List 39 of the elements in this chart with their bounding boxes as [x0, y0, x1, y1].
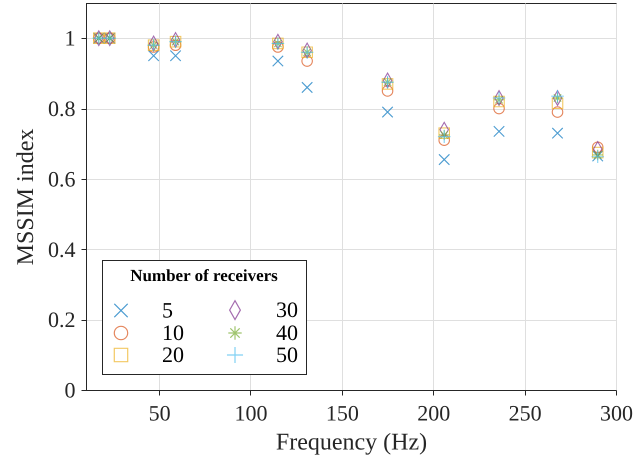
- x-tick-label: 300: [600, 400, 633, 426]
- y-tick-label: 0.2: [48, 307, 76, 332]
- y-tick-label: 0.6: [48, 166, 76, 192]
- y-tick-label: 0.8: [48, 96, 76, 122]
- point: [550, 89, 564, 104]
- point: [552, 106, 564, 118]
- legend-label: 20: [162, 342, 184, 367]
- x-tick-label: 50: [148, 400, 171, 426]
- point: [592, 141, 604, 154]
- x-axis-title: Frequency (Hz): [276, 430, 428, 456]
- x-tick-label: 100: [234, 400, 268, 426]
- point: [493, 102, 505, 114]
- point: [382, 85, 394, 97]
- x-tick-label: 150: [326, 400, 359, 426]
- x-tick-label: 200: [417, 400, 450, 426]
- point: [272, 41, 284, 53]
- legend-label: 40: [276, 320, 298, 345]
- y-tick-label: 1: [64, 26, 76, 51]
- legend-label: 5: [162, 298, 173, 322]
- point: [438, 134, 450, 146]
- point: [438, 154, 450, 166]
- legend-label: 30: [276, 297, 298, 322]
- point: [493, 126, 505, 138]
- point: [170, 50, 182, 62]
- y-axis-title: MSSIM index: [13, 128, 39, 266]
- legend-label: 10: [162, 320, 184, 345]
- point: [301, 55, 313, 67]
- y-tick-label: 0.4: [48, 236, 76, 262]
- point: [437, 130, 452, 144]
- point: [301, 82, 313, 94]
- point: [382, 106, 394, 118]
- point: [148, 50, 160, 62]
- y-tick-label: 0: [64, 378, 76, 402]
- legend-label: 50: [276, 342, 298, 367]
- point: [592, 146, 604, 158]
- legend-title: Number of receivers: [130, 266, 278, 285]
- x-tick-label: 250: [508, 400, 542, 426]
- point: [552, 127, 564, 139]
- point: [272, 55, 284, 67]
